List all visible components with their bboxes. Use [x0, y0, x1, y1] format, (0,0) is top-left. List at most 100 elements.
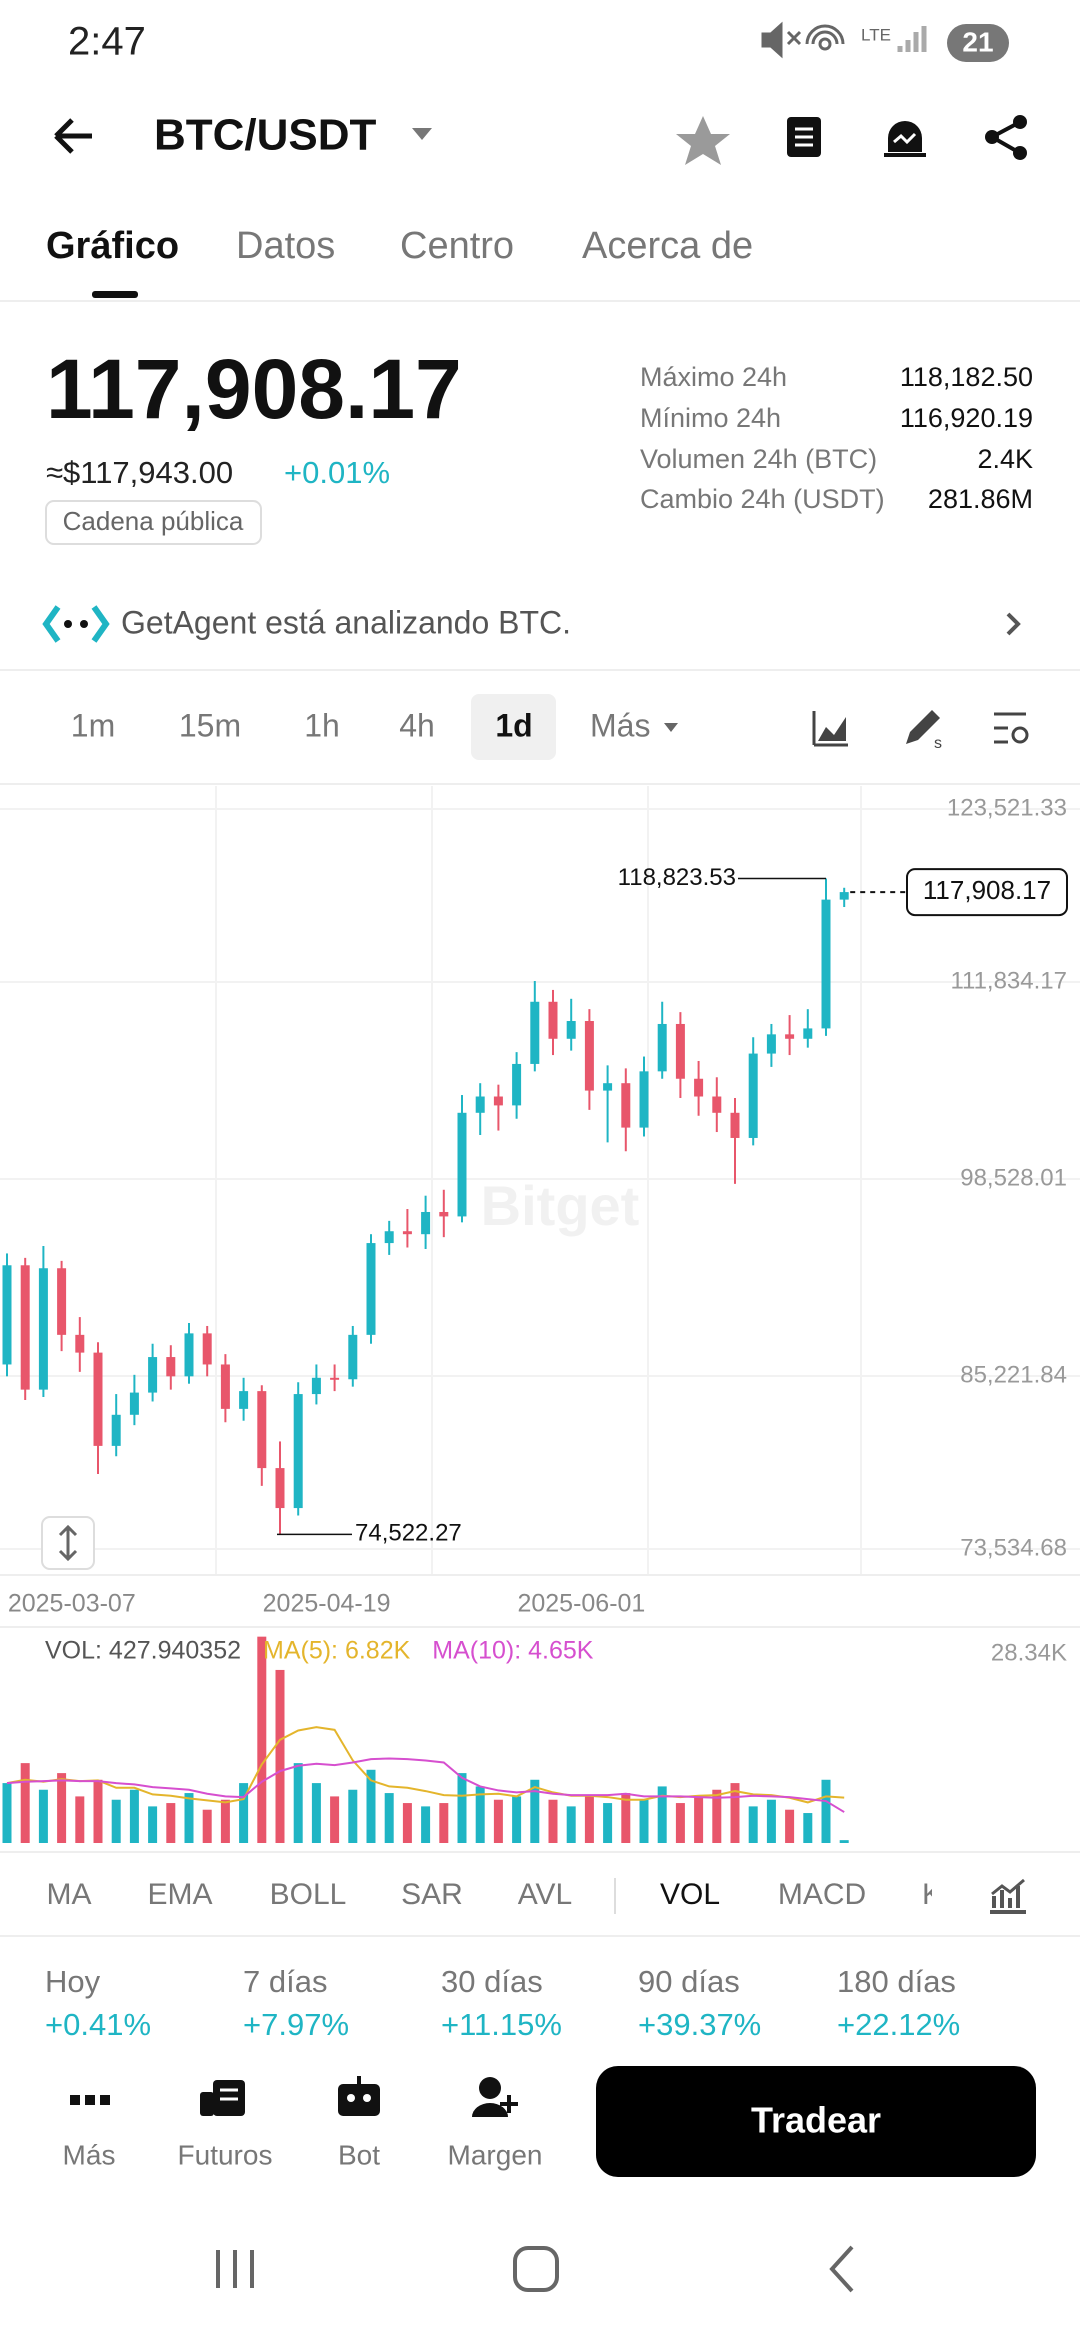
nav-label[interactable]: Bot — [338, 2139, 380, 2170]
trade-button-label[interactable]: Tradear — [751, 2100, 881, 2141]
price-change: +0.01% — [284, 455, 390, 490]
volume-bar — [366, 1769, 376, 1843]
chart-type-button[interactable] — [812, 711, 848, 747]
timeframe-more[interactable]: Más — [590, 707, 650, 743]
tab-indicator — [92, 291, 138, 298]
indicator[interactable]: EMA — [147, 1878, 212, 1911]
agent-text[interactable]: GetAgent está analizando BTC. — [121, 604, 571, 640]
indicator[interactable]: BOLL — [270, 1878, 347, 1911]
volume-bar — [457, 1773, 467, 1843]
candle-body — [730, 1112, 740, 1138]
x-tick-label: 2025-06-01 — [517, 1590, 645, 1618]
candle-body — [821, 899, 831, 1029]
timeframe-selected[interactable]: 1d — [495, 707, 532, 743]
draw-button[interactable]: s — [906, 710, 942, 752]
nav-more-icon[interactable] — [70, 2095, 110, 2105]
candle-body — [766, 1034, 776, 1054]
settings-button[interactable] — [994, 712, 1029, 744]
status-time: 2:47 — [68, 20, 146, 64]
back-button[interactable] — [54, 118, 92, 154]
battery-level: 21 — [962, 26, 993, 57]
x-tick-label: 2025-03-07 — [8, 1590, 136, 1618]
volume-bar — [439, 1803, 449, 1843]
share-button[interactable] — [985, 115, 1027, 160]
notes-button[interactable] — [787, 117, 821, 157]
ma-line — [6, 1757, 845, 1813]
indicator[interactable]: AVL — [518, 1878, 572, 1911]
system-nav[interactable] — [216, 2245, 854, 2293]
favorite-button[interactable] — [676, 116, 730, 165]
volume-bar — [220, 1799, 230, 1843]
volume-bar — [275, 1669, 285, 1843]
volume-bar — [839, 1840, 849, 1843]
candle-body — [148, 1357, 158, 1393]
stat-value: 116,920.19 — [900, 403, 1033, 433]
candle-body — [402, 1231, 412, 1235]
last-price-box — [906, 868, 1068, 917]
period-value: +7.97% — [243, 2007, 349, 2042]
period-value: +39.37% — [638, 2007, 761, 2042]
indicator[interactable]: SAR — [401, 1878, 463, 1911]
candle-body — [639, 1071, 649, 1128]
nav-label[interactable]: Margen — [448, 2139, 543, 2170]
nav-label[interactable]: Más — [63, 2139, 116, 2170]
candle-body — [20, 1265, 30, 1390]
volume-bar — [93, 1779, 103, 1843]
volume-bar — [675, 1803, 685, 1843]
legend-entry: MA(5): 6.82K — [263, 1637, 411, 1665]
stat-label: Máximo 24h — [640, 362, 787, 392]
nav-futures-icon[interactable] — [200, 2080, 245, 2116]
volume-bar — [184, 1793, 194, 1843]
volume-bar — [639, 1799, 649, 1843]
timeframe[interactable]: 1h — [304, 707, 340, 743]
y-tick-label: 28.34K — [991, 1640, 1067, 1667]
y-tick-label: 73,534.68 — [960, 1534, 1067, 1561]
indicator-fade — [932, 1870, 982, 1922]
indicator[interactable]: MACD — [778, 1878, 866, 1911]
nav-margin-icon[interactable] — [472, 2077, 518, 2117]
agent-icon — [42, 605, 110, 643]
tab[interactable]: Gráfico — [46, 225, 179, 267]
indicator-settings[interactable] — [990, 1878, 1026, 1914]
volume-bar — [821, 1779, 831, 1843]
candle-body — [57, 1268, 67, 1335]
agent-arrow[interactable] — [1006, 612, 1021, 636]
y-tick-label: 111,834.17 — [950, 967, 1067, 994]
last-price: 117,908.17 — [46, 342, 462, 436]
volume-bar — [166, 1803, 176, 1843]
candle-body — [239, 1391, 249, 1409]
candle-body — [330, 1377, 340, 1380]
volume-bar — [148, 1806, 158, 1843]
candle-body — [675, 1023, 685, 1079]
nav-label[interactable]: Futuros — [178, 2139, 273, 2170]
candle-body — [202, 1333, 212, 1365]
chain-chip-label[interactable]: Cadena pública — [63, 506, 244, 536]
timeframe[interactable]: 1m — [71, 707, 115, 743]
volume-bar — [785, 1809, 795, 1843]
chain-chip[interactable] — [45, 500, 262, 545]
candle-body — [2, 1265, 12, 1365]
tab[interactable]: Datos — [236, 225, 335, 267]
pair-dropdown[interactable] — [412, 128, 432, 140]
scale-toggle[interactable] — [41, 1516, 95, 1570]
volume-bar — [657, 1786, 667, 1843]
more-caret — [664, 723, 678, 732]
alert-button[interactable] — [884, 121, 926, 157]
trade-button[interactable] — [596, 2066, 1036, 2177]
legend-entry: MA(10): 4.65K — [432, 1637, 594, 1665]
tab[interactable]: Centro — [400, 225, 514, 267]
volume-bar — [57, 1773, 67, 1843]
period-value: +11.15% — [441, 2007, 562, 2042]
candle-body — [566, 1021, 576, 1039]
indicator-selected[interactable]: VOL — [660, 1878, 720, 1911]
volume-chart: 28.34K VOL: 427.940352 MA(5): 6.82K MA(10):… — [2, 1637, 1067, 1843]
stat-label: Cambio 24h (USDT) — [640, 484, 885, 514]
timeframe[interactable]: 4h — [399, 707, 435, 743]
timeframe[interactable]: 15m — [179, 707, 241, 743]
y-tick-label: 85,221.84 — [960, 1361, 1067, 1388]
nav-bot-icon[interactable] — [338, 2076, 380, 2116]
tab[interactable]: Acerca de — [582, 225, 753, 267]
indicator[interactable]: MA — [47, 1878, 92, 1911]
pair-title[interactable]: BTC/USDT — [154, 111, 377, 160]
